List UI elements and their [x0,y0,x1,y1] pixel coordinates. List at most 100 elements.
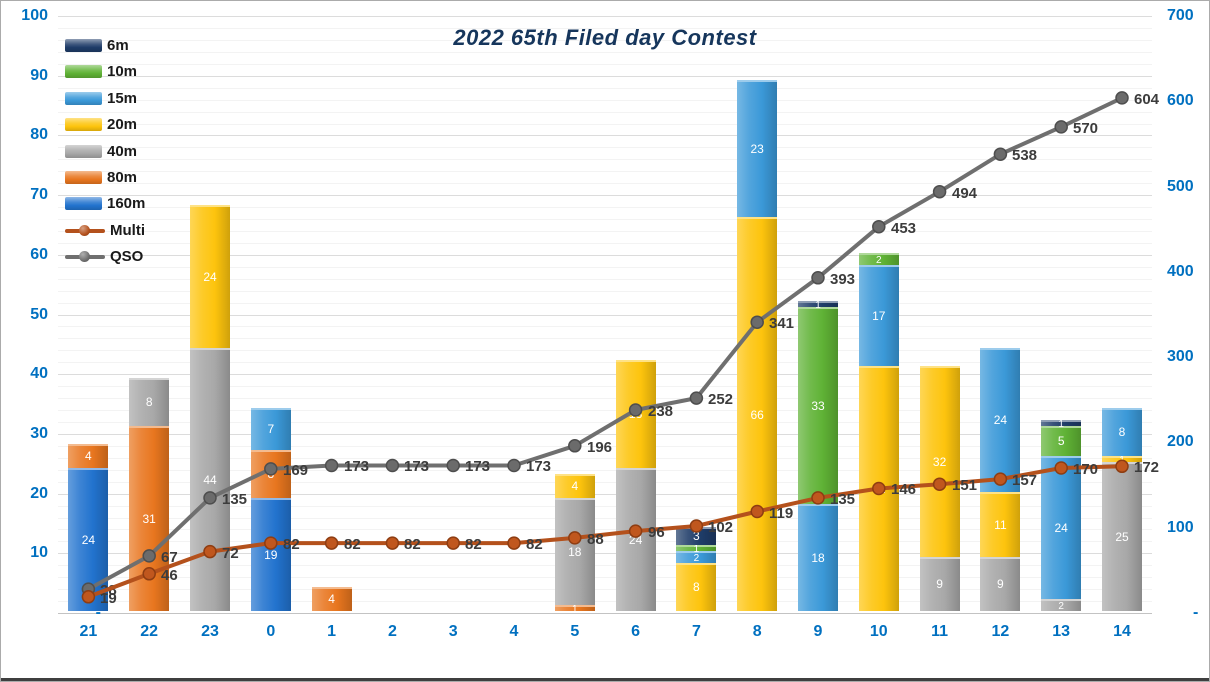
qso-marker-key [79,250,90,262]
gridline-minor [58,27,1152,29]
bar-segment-80m: 1 [554,605,595,615]
gridline-minor [58,51,1152,53]
bar-segment-40m: 25 [1102,461,1142,611]
x-axis-label: 22 [140,623,159,640]
x-axis-label: 12 [991,623,1010,640]
legend-item-20m: 20m [65,114,137,134]
bar-segment-160m: 19 [250,497,291,611]
qso-value-label: 196 [587,439,612,456]
qso-key [65,250,105,263]
bar-segment-40m: 9 [980,557,1021,611]
x-axis-line [58,613,1152,614]
gridline-minor [58,99,1152,101]
bar-segment-value: 1 [693,544,700,556]
x-axis-label: 7 [691,623,701,640]
qso-value-label: 173 [526,458,551,475]
right-axis-tick: 300 [1167,348,1194,365]
multi-value-label: 82 [344,536,361,553]
bar-segment-6m: 1 [798,300,838,310]
gridline-major [58,135,1152,137]
qso-value-label: 453 [891,220,916,237]
x-axis-label: 14 [1113,623,1131,640]
bar-segment-10m: 33 [798,306,838,504]
multi-value-label: 82 [404,536,421,553]
bar-segment-40m: 8 [129,378,170,426]
x-axis-label: 23 [201,623,219,640]
15m-swatch [65,91,102,105]
bar-segment-value: 8 [693,580,700,595]
bar-segment-40m: 9 [919,557,960,611]
left-axis-tick: 20 [30,485,48,502]
gridline-minor [58,159,1152,161]
legend-label: QSO [110,247,144,265]
bar-segment-15m: 24 [980,348,1021,492]
bar-segment-value: 32 [932,455,947,470]
x-axis-label: 10 [869,623,888,640]
bar-segment-80m: 31 [129,425,170,611]
bar-segment-40m: 44 [190,348,230,611]
left-axis-tick: 100 [21,7,48,24]
left-axis-tick: 10 [30,544,48,561]
x-axis-label: 11 [931,623,949,640]
bar-segment-value: 25 [1115,529,1129,544]
bar-segment-20m: 41 [858,366,899,611]
bar-segment-value: 9 [997,577,1004,592]
gridline-major [58,75,1152,77]
x-axis-label: 6 [631,623,641,640]
bar-segment-value: 8 [145,395,153,410]
gridline-minor [58,63,1152,65]
legend-label: 6m [107,36,129,54]
gridline-minor [58,171,1152,173]
legend-item-6m: 6m [65,35,129,55]
bar-segment-20m: 1 [1102,455,1142,465]
bar-segment-value: 18 [568,544,582,559]
bar-segment-value: 44 [203,473,217,488]
gridline-major [58,16,1152,17]
6m-swatch [65,38,102,52]
bar-segment-value: 3 [693,529,700,544]
right-axis-tick: 100 [1167,519,1194,536]
bar-segment-value: 24 [81,532,96,547]
bar-segment-160m: 24 [68,467,109,611]
legend-label: 160m [107,194,146,212]
bar-segment-40m: 2 [1041,599,1082,612]
right-axis-tick: 500 [1167,178,1194,195]
bar-segment-80m: 8 [250,449,291,498]
gridline-minor [58,123,1152,125]
10m-swatch [65,64,102,78]
chart-title: 2022 65th Filed day Contest [453,25,757,50]
legend-label: 20m [107,115,138,133]
x-axis-label: 2 [387,623,397,640]
multi-marker [446,536,460,550]
bar-segment-6m: 3 [676,527,717,546]
bar-segment-value: 33 [811,398,825,413]
bar-segment-value: 7 [267,422,275,437]
gridline-minor [58,147,1152,149]
left-axis-tick: 50 [30,306,48,323]
bar-segment-6m: 1 [1041,419,1082,429]
bar-segment-20m: 11 [980,491,1021,558]
window-bottom-edge [1,678,1209,681]
bar-segment-value: 41 [872,482,886,497]
left-axis-tick: 90 [30,67,48,84]
bar-segment-15m: 24 [1041,455,1082,600]
bar-segment-10m: 1 [676,544,717,556]
bar-segment-15m: 23 [737,79,778,217]
bar-segment-20m: 24 [190,205,230,349]
legend-label: 80m [107,168,138,186]
legend-item-40m: 40m [65,141,137,161]
x-axis-label: 1 [327,623,337,640]
x-axis-label: 21 [79,623,98,640]
bar-segment-value: 24 [203,270,217,285]
bar-segment-10m: 5 [1041,426,1082,456]
left-axis-tick: - [95,604,101,621]
bar-segment-15m: 8 [1102,408,1142,456]
qso-value-label: 173 [344,458,369,475]
bar-segment-value: 24 [628,532,643,547]
legend-item-160m: 160m [65,193,145,213]
bar-segment-value: 4 [328,592,335,607]
bar-segment-value: 2 [876,254,882,266]
gridline-major [58,195,1152,197]
left-axis-tick: 30 [30,425,48,442]
bar-segment-value: 8 [267,466,275,481]
